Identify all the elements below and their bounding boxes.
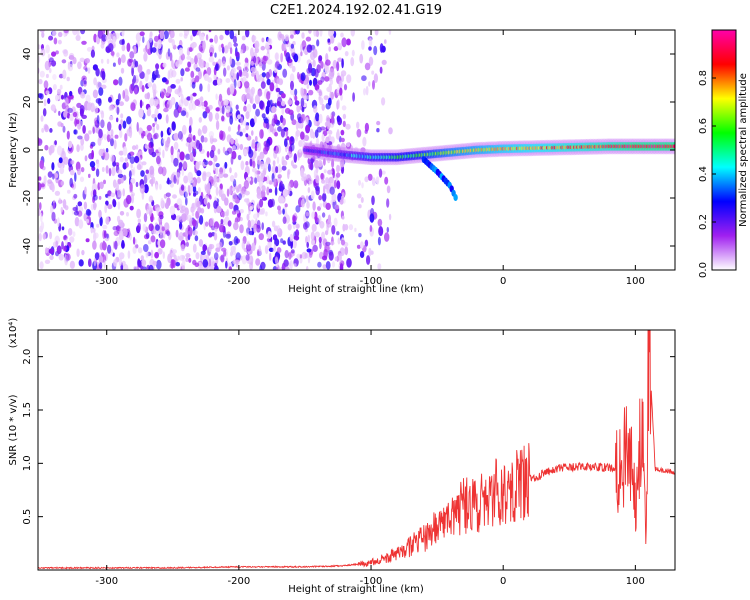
y-tick-label: 1.5 <box>22 402 33 418</box>
y-tick-label: 20 <box>22 96 33 109</box>
colorbar-tick-label: 0.6 <box>698 118 709 134</box>
colorbar-tick-label: 0.0 <box>698 262 709 278</box>
snr-line <box>38 330 675 570</box>
x-tick-label: -100 <box>360 576 383 587</box>
y-tick-label: 40 <box>22 48 33 61</box>
x-tick-label: 0 <box>500 576 506 587</box>
snr-frame <box>37 329 676 571</box>
colorbar-tick-label: 0.8 <box>698 70 709 86</box>
x-tick-label: -300 <box>95 576 118 587</box>
spectrogram-y-axis-label: Frequency (Hz) <box>8 112 19 188</box>
noise-speckles <box>38 30 393 270</box>
y-tick-label: 0 <box>22 147 33 153</box>
snr-y-axis-label: SNR (10 * v/v) <box>8 394 19 465</box>
snr-y-multiplier: (x10⁴) <box>8 318 19 349</box>
colorbar: 0.0 0.2 0.4 0.6 0.8 Normalized spectral ampl… <box>698 29 749 278</box>
x-tick-label: -100 <box>360 276 383 287</box>
colorbar-ticks: 0.0 0.2 0.4 0.6 0.8 <box>698 70 716 278</box>
snr-plot-area <box>38 330 675 570</box>
colorbar-tick-label: 0.4 <box>698 166 709 182</box>
spectrogram-plot-area <box>38 30 675 270</box>
carrier-trace <box>302 138 675 166</box>
snr-panel: -300 -200 -100 0 100 0.5 1.0 1.5 2.0 Height of … <box>8 318 676 595</box>
x-tick-label: 100 <box>626 276 645 287</box>
colorbar-label: Normalized spectral amplitude <box>738 73 749 227</box>
spectrogram-x-ticks: -300 -200 -100 0 100 <box>95 30 645 287</box>
branch-trace <box>421 156 458 201</box>
x-tick-label: -300 <box>95 276 118 287</box>
x-tick-label: -200 <box>228 276 251 287</box>
x-tick-label: 100 <box>626 576 645 587</box>
y-tick-label: -20 <box>22 190 33 206</box>
x-tick-label: 0 <box>500 276 506 287</box>
colorbar-frame <box>711 29 737 271</box>
y-tick-label: 0.5 <box>22 509 33 525</box>
x-tick-label: -200 <box>228 576 251 587</box>
spectrogram-y-ticks: -40 -20 0 20 40 <box>22 48 675 254</box>
snr-x-axis-label: Height of straight line (km) <box>288 584 424 595</box>
figure-title: C2E1.2024.192.02.41.G19 <box>270 3 442 18</box>
colorbar-tick-label: 0.2 <box>698 214 709 230</box>
snr-x-ticks: -300 -200 -100 0 100 <box>95 330 645 587</box>
colorbar-gradient <box>712 30 736 270</box>
y-tick-label: -40 <box>22 238 33 254</box>
snr-y-ticks: 0.5 1.0 1.5 2.0 <box>22 349 675 525</box>
y-tick-label: 2.0 <box>22 349 33 365</box>
y-tick-label: 1.0 <box>22 455 33 471</box>
spectrogram-x-axis-label: Height of straight line (km) <box>288 284 424 295</box>
